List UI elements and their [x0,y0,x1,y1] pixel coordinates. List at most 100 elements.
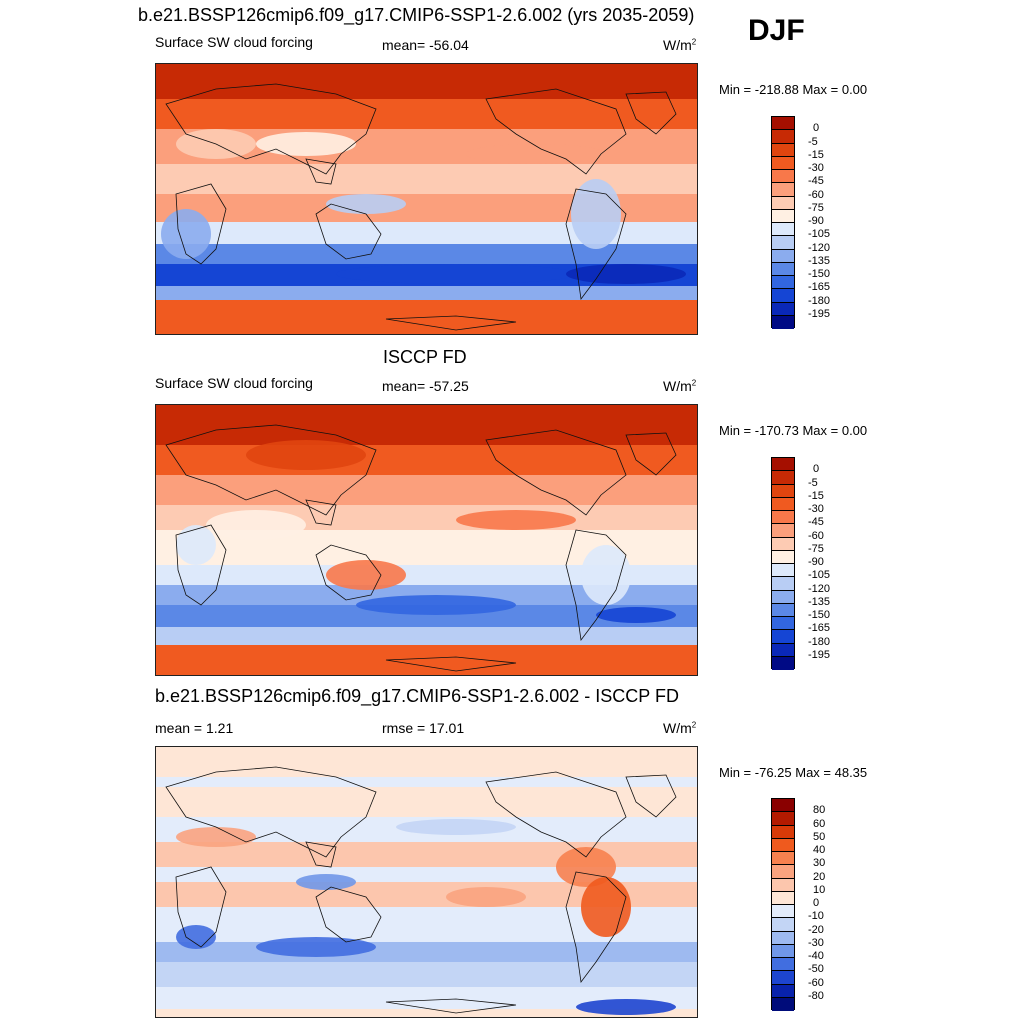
colorbar-segment [772,249,794,263]
panel-1-mean: mean= -56.04 [382,37,469,53]
colorbar-level-label: -195 [808,648,831,661]
colorbar-level-label: 50 [813,830,826,843]
colorbar-segment [772,550,794,564]
panel-3-map [155,746,698,1018]
colorbar-level-label: -5 [808,135,818,148]
colorbar-segment [772,918,794,932]
colorbar-level-label: -90 [808,556,824,568]
season-label: DJF [748,14,805,47]
colorbar-segment [772,891,794,905]
colorbar-level-label: -45 [808,516,824,529]
panel-2-mean: mean= -57.25 [382,378,469,394]
colorbar-segment [772,825,794,839]
panel-1-map [155,63,698,335]
colorbar-segment [772,971,794,985]
colorbar-segment [772,944,794,958]
colorbar-segment [772,497,794,511]
colorbar-level-label: -75 [808,201,824,214]
colorbar-segment [772,262,794,276]
colorbar-segment [772,143,794,157]
panel-3-heading: b.e21.BSSP126cmip6.f09_g17.CMIP6-SSP1-2.… [155,686,679,706]
colorbar-level-label: 0 [813,463,820,476]
colorbar-level-label: -60 [808,976,824,989]
colorbar-level-label: -30 [808,936,824,949]
colorbar-level-label: -60 [808,529,824,542]
colorbar-segment [772,656,794,670]
panel-1-units: W/m2 [663,37,697,53]
colorbar-segment [772,289,794,303]
colorbar-segment [772,852,794,866]
colorbar-level-label: -165 [808,622,831,635]
panel-2-variable: Surface SW cloud forcing [155,375,313,391]
colorbar-level-label: -195 [808,307,831,320]
colorbar-level-label: -135 [808,595,831,608]
colorbar-segment [772,196,794,210]
colorbar-level-label: -90 [808,215,824,227]
colorbar-level-label: -30 [808,162,824,174]
colorbar-level-label: -135 [808,254,831,267]
colorbar-segment [772,590,794,604]
colorbar-segment [772,617,794,631]
panel-2-colorbar [771,457,795,670]
colorbar-segment [772,931,794,945]
colorbar-segment [772,315,794,329]
colorbar-segment [772,236,794,250]
panel-2-units: W/m2 [663,378,697,394]
panel-2-minmax: Min = -170.73 Max = 0.00 [719,423,868,438]
colorbar-level-label: -20 [808,923,824,936]
colorbar-segment [772,905,794,919]
colorbar-level-label: -120 [808,241,831,254]
colorbar-level-label: -150 [808,268,831,280]
colorbar-segment [772,484,794,498]
colorbar-level-label: -180 [808,635,831,648]
colorbar-level-label: -150 [808,609,831,621]
colorbar-level-label: 40 [813,844,826,856]
colorbar-segment [772,276,794,290]
colorbar-segment [772,865,794,879]
colorbar-level-label: -45 [808,175,824,188]
colorbar-level-label: -180 [808,294,831,307]
colorbar-level-label: -105 [808,228,831,241]
colorbar-segment [772,302,794,316]
colorbar-level-label: 0 [813,122,820,135]
colorbar-segment [772,958,794,972]
colorbar-segment [772,117,794,131]
colorbar-segment [772,564,794,578]
colorbar-level-label: -80 [808,989,824,1002]
colorbar-level-label: -40 [808,950,824,962]
colorbar-segment [772,183,794,197]
colorbar-segment [772,799,794,813]
colorbar-level-label: -15 [808,489,824,502]
panel-1-colorbar [771,116,795,329]
colorbar-level-label: -30 [808,503,824,515]
panel-3-mean: mean = 1.21 [155,720,234,736]
colorbar-level-label: 20 [813,870,826,883]
colorbar-level-label: -75 [808,542,824,555]
colorbar-segment [772,984,794,998]
colorbar-level-label: -50 [808,963,824,976]
main-title: b.e21.BSSP126cmip6.f09_g17.CMIP6-SSP1-2.… [138,5,695,25]
colorbar-level-label: 30 [813,857,826,870]
colorbar-segment [772,878,794,892]
colorbar-segment [772,997,794,1011]
colorbar-segment [772,156,794,170]
colorbar-level-label: 0 [813,897,820,909]
panel-3-rmse: rmse = 17.01 [382,720,465,736]
panel-2-heading: ISCCP FD [383,347,467,367]
colorbar-segment [772,223,794,237]
colorbar-segment [772,603,794,617]
colorbar-level-label: -105 [808,569,831,582]
colorbar-level-label: -5 [808,476,818,489]
colorbar-segment [772,537,794,551]
colorbar-segment [772,458,794,472]
colorbar-level-label: 60 [813,817,826,830]
panel-1-variable: Surface SW cloud forcing [155,34,313,50]
panel-3-minmax: Min = -76.25 Max = 48.35 [719,765,868,780]
colorbar-level-label: -15 [808,148,824,161]
colorbar-segment [772,812,794,826]
panel-2-map [155,404,698,676]
colorbar-level-label: -60 [808,188,824,201]
panel-3-colorbar [771,798,795,1011]
panel-1-minmax: Min = -218.88 Max = 0.00 [719,82,868,97]
colorbar-level-label: -165 [808,281,831,294]
